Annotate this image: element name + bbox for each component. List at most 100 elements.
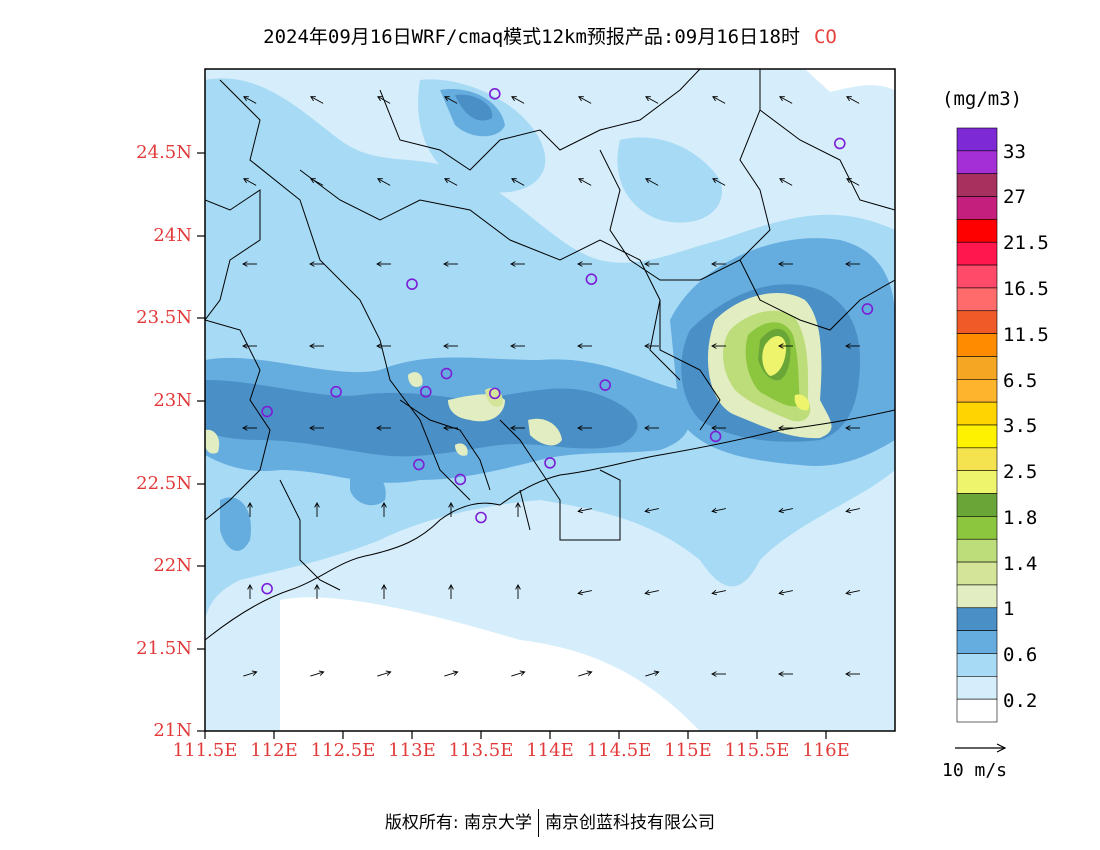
lon-label: 115E [664,740,712,761]
wind-arrow [376,261,391,267]
wind-arrow [310,96,324,104]
station-marker [413,458,425,471]
wind-arrow [778,425,793,431]
wind-arrow [712,178,726,186]
wind-arrow [376,343,391,349]
wind-arrow [443,425,458,431]
lat-tick-marks [197,152,205,732]
colorbar-swatch [956,584,998,609]
wind-arrow [644,425,659,431]
wind-arrow [845,671,860,677]
wind-arrow [578,670,593,677]
lon-label: 114E [526,740,574,761]
lon-label: 112E [250,740,298,761]
wind-arrow [644,507,659,514]
colorbar-swatch [956,698,998,723]
station-marker [861,303,874,315]
wind-arrow [778,589,793,596]
wind-arrow [645,178,659,186]
wind-arrow [778,261,793,267]
station-marker [440,367,453,380]
colorbar-swatch [956,150,998,174]
boundaries [205,69,895,641]
wind-arrow [578,96,592,104]
colorbar-swatch [956,219,998,243]
lat-label: 22.5N [136,473,192,494]
wind-arrow [778,671,793,677]
wind-arrow [381,502,387,517]
lon-label: 111.5E [172,740,238,761]
station-marker [454,473,467,486]
colorbar-swatch [956,173,998,197]
wind-arrow [314,502,320,517]
wind-arrow [645,96,659,104]
station-marker [585,273,598,285]
legend-label: 1.8 [1003,507,1038,529]
wind-arrow [778,343,793,349]
legend-label: 0.6 [1003,644,1038,666]
wind-arrow [381,584,387,599]
lon-label: 116E [802,740,850,761]
wind-arrow [778,507,793,514]
wind-arrow [845,343,860,349]
wind-arrow [510,343,525,349]
wind-arrow [577,507,592,514]
wind-arrow [448,502,454,517]
wind-arrow [845,425,860,431]
wind-arrow [845,507,860,514]
station-marker [419,385,432,398]
lat-label: 21.5N [136,638,192,659]
footer-right: 南京创蓝科技有限公司 [545,813,716,833]
colorbar-swatch [956,538,998,563]
wind-arrow [510,261,525,267]
wind-arrow [247,584,253,599]
wind-arrow [712,96,726,104]
wind-arrow [644,261,659,267]
station-marker [488,88,501,100]
wind-arrow [577,425,592,431]
lon-tick-marks [204,731,827,739]
colorbar-swatch [956,310,998,334]
wind-arrow [247,502,253,517]
wind-arrow [577,589,592,596]
colorbar-swatch [956,607,998,631]
wind-arrow [846,96,860,104]
station-marker [330,385,342,398]
wind-arrow [243,96,257,104]
legend-label: 1 [1003,598,1015,620]
station-marker [544,457,556,469]
wind-arrow [444,670,459,677]
wind-arrow [711,261,726,267]
wind-arrow [515,502,521,517]
station-marker [475,511,487,524]
colorbar-swatch [956,470,998,494]
wind-arrow [644,589,659,596]
wind-arrow [314,584,320,599]
lat-label: 21N [153,720,192,741]
wind-arrow [779,178,793,186]
wind-arrow [711,507,726,514]
wind-arrow [443,343,458,349]
lon-label: 114.5E [586,740,652,761]
station-marker [709,430,722,443]
colorbar-swatch [956,401,998,426]
wind-arrow [779,96,793,104]
colorbar-swatch [956,379,998,403]
wind-arrow [242,425,257,431]
station-marker [406,278,418,290]
colorbar-swatch [956,493,998,517]
legend-label: 21.5 [1003,232,1049,254]
wind-arrow [376,425,391,431]
legend-label: 1.4 [1003,553,1038,575]
legend-label: 27 [1003,186,1026,208]
legend-unit: (mg/m3) [942,88,1023,110]
wind-arrow [645,670,660,677]
monitoring-stations [261,88,874,595]
station-marker [833,137,846,150]
wind-arrow [242,343,257,349]
wind-arrow [577,343,592,349]
wind-arrow [511,96,525,104]
lat-label: 22N [153,555,192,576]
legend-label: 2.5 [1003,461,1038,483]
